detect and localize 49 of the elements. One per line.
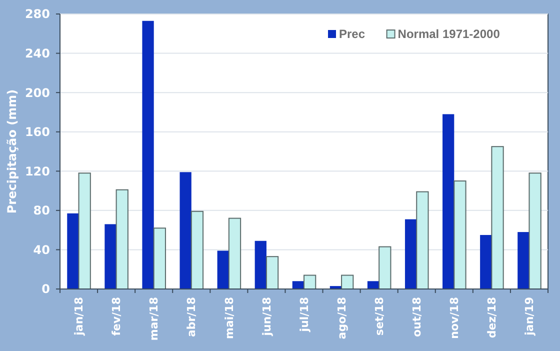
x-tick-label: jan/19 xyxy=(523,297,536,336)
bar xyxy=(518,232,530,289)
bar xyxy=(142,20,154,289)
legend-label: Normal 1971-2000 xyxy=(398,27,500,41)
x-tick-label: mar/18 xyxy=(148,297,161,341)
bar xyxy=(78,172,91,290)
bar xyxy=(180,172,192,289)
bar xyxy=(528,172,542,290)
bar xyxy=(190,210,204,290)
bar xyxy=(491,146,504,290)
bar xyxy=(254,240,266,289)
y-tick-label: 280 xyxy=(24,7,50,22)
bar xyxy=(442,114,454,289)
bar xyxy=(304,274,316,290)
bar xyxy=(292,281,304,289)
bar xyxy=(116,189,128,290)
y-tick-label: 240 xyxy=(24,46,50,60)
bar xyxy=(404,219,417,289)
bar xyxy=(416,191,429,290)
x-tick-label: jul/18 xyxy=(298,297,311,333)
bar xyxy=(454,180,466,290)
y-tick-label: 0 xyxy=(42,282,50,296)
x-tick-label: nov/18 xyxy=(448,297,462,339)
x-tick-label: ago/18 xyxy=(335,297,348,340)
bar xyxy=(104,224,116,289)
x-tick-label: abr/18 xyxy=(185,297,198,338)
bar xyxy=(341,274,354,290)
bar xyxy=(378,246,392,290)
x-tick-label: jun/18 xyxy=(260,297,274,337)
legend-label: Prec xyxy=(339,27,366,41)
bar xyxy=(228,218,242,290)
x-tick-label: mai/18 xyxy=(222,297,236,339)
y-tick-label: 160 xyxy=(24,125,50,140)
bar xyxy=(367,281,380,289)
x-tick-label: jan/18 xyxy=(72,297,86,336)
y-tick-label: 120 xyxy=(24,164,50,178)
y-axis-title: Precipitação (mm) xyxy=(5,89,19,214)
x-tick-label: fev/18 xyxy=(110,297,124,336)
bar xyxy=(480,234,492,289)
bar xyxy=(67,213,79,289)
x-tick-label: set/18 xyxy=(372,297,386,336)
bar xyxy=(266,256,279,290)
y-tick-label: 200 xyxy=(24,86,50,100)
x-tick-label: dez/18 xyxy=(486,297,499,338)
x-tick-label: out/18 xyxy=(410,297,424,337)
bar xyxy=(153,228,166,290)
y-tick-label: 80 xyxy=(33,204,50,218)
bar xyxy=(217,250,229,289)
y-tick-label: 40 xyxy=(33,242,50,257)
